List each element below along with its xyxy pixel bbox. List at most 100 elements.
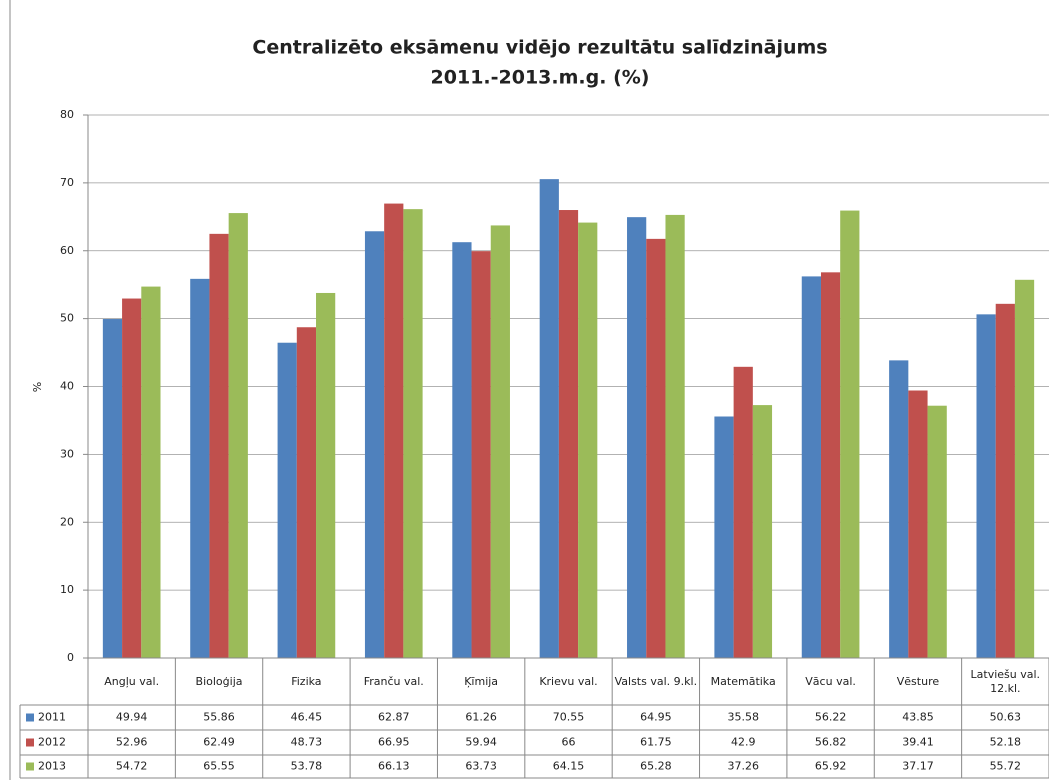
legend-swatch	[26, 738, 34, 747]
category-label-box: Fizika	[291, 674, 322, 688]
category-label: Valsts val. 9.kl.	[614, 674, 698, 688]
value-label: 65.28	[640, 760, 672, 773]
value-label: 49.94	[116, 711, 148, 724]
value-label: 55.72	[990, 760, 1022, 773]
category-label-box: Ķīmija	[464, 674, 499, 688]
value-label: 43.85	[902, 711, 934, 724]
y-tick-label: 30	[60, 447, 74, 460]
y-axis-label: %	[31, 382, 44, 392]
category-label-box: Vēsture	[896, 674, 940, 688]
bar	[578, 222, 598, 658]
value-label: 64.15	[553, 760, 585, 773]
value-label: 56.82	[815, 736, 847, 749]
y-tick-label: 50	[60, 312, 74, 325]
value-label: 42.9	[731, 736, 756, 749]
bar	[102, 319, 123, 658]
value-label: 61.26	[465, 711, 497, 724]
value-label: 39.41	[902, 736, 934, 749]
legend-label: 2013	[38, 760, 66, 773]
value-label: 61.75	[640, 736, 672, 749]
value-label: 66.95	[378, 736, 410, 749]
category-label: Angļu val.	[104, 674, 160, 688]
category-label: Bioloģija	[195, 674, 243, 688]
value-label: 37.26	[727, 760, 759, 773]
value-label: 66	[562, 736, 576, 749]
bar	[627, 217, 647, 659]
value-label: 54.72	[116, 760, 148, 773]
value-label: 59.94	[465, 736, 497, 749]
bar	[558, 210, 579, 658]
bar	[801, 276, 821, 658]
bar	[995, 303, 1015, 658]
y-tick-label: 0	[67, 651, 74, 664]
category-label-box: Krievu val.	[539, 675, 597, 688]
category-label-box: Franču val.	[363, 674, 424, 688]
bar	[316, 292, 336, 658]
y-tick-label: 70	[60, 176, 74, 189]
bar	[714, 416, 734, 658]
bar	[384, 203, 404, 658]
value-label: 62.87	[378, 711, 410, 724]
value-label: 53.78	[291, 760, 323, 773]
value-label: 63.73	[465, 760, 497, 773]
bar	[364, 231, 385, 658]
category-label-box: Matemātika	[711, 675, 776, 688]
bar	[733, 366, 753, 658]
y-tick-label: 40	[60, 380, 74, 393]
legend-swatch	[26, 762, 34, 771]
value-label: 46.45	[291, 711, 323, 724]
value-label: 56.22	[815, 711, 847, 724]
bar	[927, 405, 947, 658]
legend-label: 2012	[38, 736, 66, 749]
bar	[141, 286, 161, 658]
value-label: 52.18	[990, 736, 1022, 749]
category-label-box: Angļu val.	[104, 674, 160, 688]
category-label-box: Vācu val.	[805, 674, 856, 688]
bar	[190, 278, 210, 658]
y-tick-label: 20	[60, 515, 74, 528]
bar	[1014, 279, 1035, 658]
value-label: 48.73	[291, 736, 323, 749]
value-label: 66.13	[378, 760, 410, 773]
bar	[122, 298, 142, 658]
bar	[908, 390, 928, 658]
y-tick-label: 60	[60, 244, 74, 257]
value-label: 55.86	[203, 711, 235, 724]
bar	[452, 242, 472, 658]
bar	[665, 214, 685, 659]
bar	[228, 213, 248, 658]
value-label: 70.55	[553, 711, 585, 724]
category-label: Ķīmija	[464, 674, 499, 688]
y-tick-label: 80	[60, 108, 74, 121]
category-label: Vācu val.	[805, 674, 856, 688]
value-label: 52.96	[116, 736, 148, 749]
bar	[889, 360, 909, 658]
bar	[471, 251, 491, 658]
category-label: Vēsture	[896, 674, 940, 688]
value-label: 64.95	[640, 711, 672, 724]
category-label: Franču val.	[363, 674, 424, 688]
value-label: 50.63	[990, 711, 1022, 724]
bar	[820, 272, 841, 658]
value-label: 35.58	[727, 711, 759, 724]
bar	[539, 179, 559, 658]
value-label: 37.17	[902, 760, 934, 773]
bar	[976, 314, 996, 658]
category-label: Fizika	[291, 674, 322, 688]
legend-label: 2011	[38, 711, 66, 724]
bar	[646, 238, 666, 658]
chart-subtitle: 2011.-2013.m.g. (%)	[431, 67, 650, 89]
bar	[490, 225, 510, 659]
value-label: 62.49	[203, 736, 235, 749]
bar	[840, 210, 860, 658]
category-label-box: Bioloģija	[195, 674, 243, 688]
bar	[296, 327, 317, 658]
legend-swatch	[26, 713, 34, 722]
category-label: Latviešu val. 12.kl.	[970, 667, 1041, 695]
y-tick-label: 10	[60, 583, 74, 596]
value-label: 65.55	[203, 760, 235, 773]
bar	[403, 209, 423, 658]
bar	[209, 233, 229, 658]
bar	[277, 342, 297, 658]
